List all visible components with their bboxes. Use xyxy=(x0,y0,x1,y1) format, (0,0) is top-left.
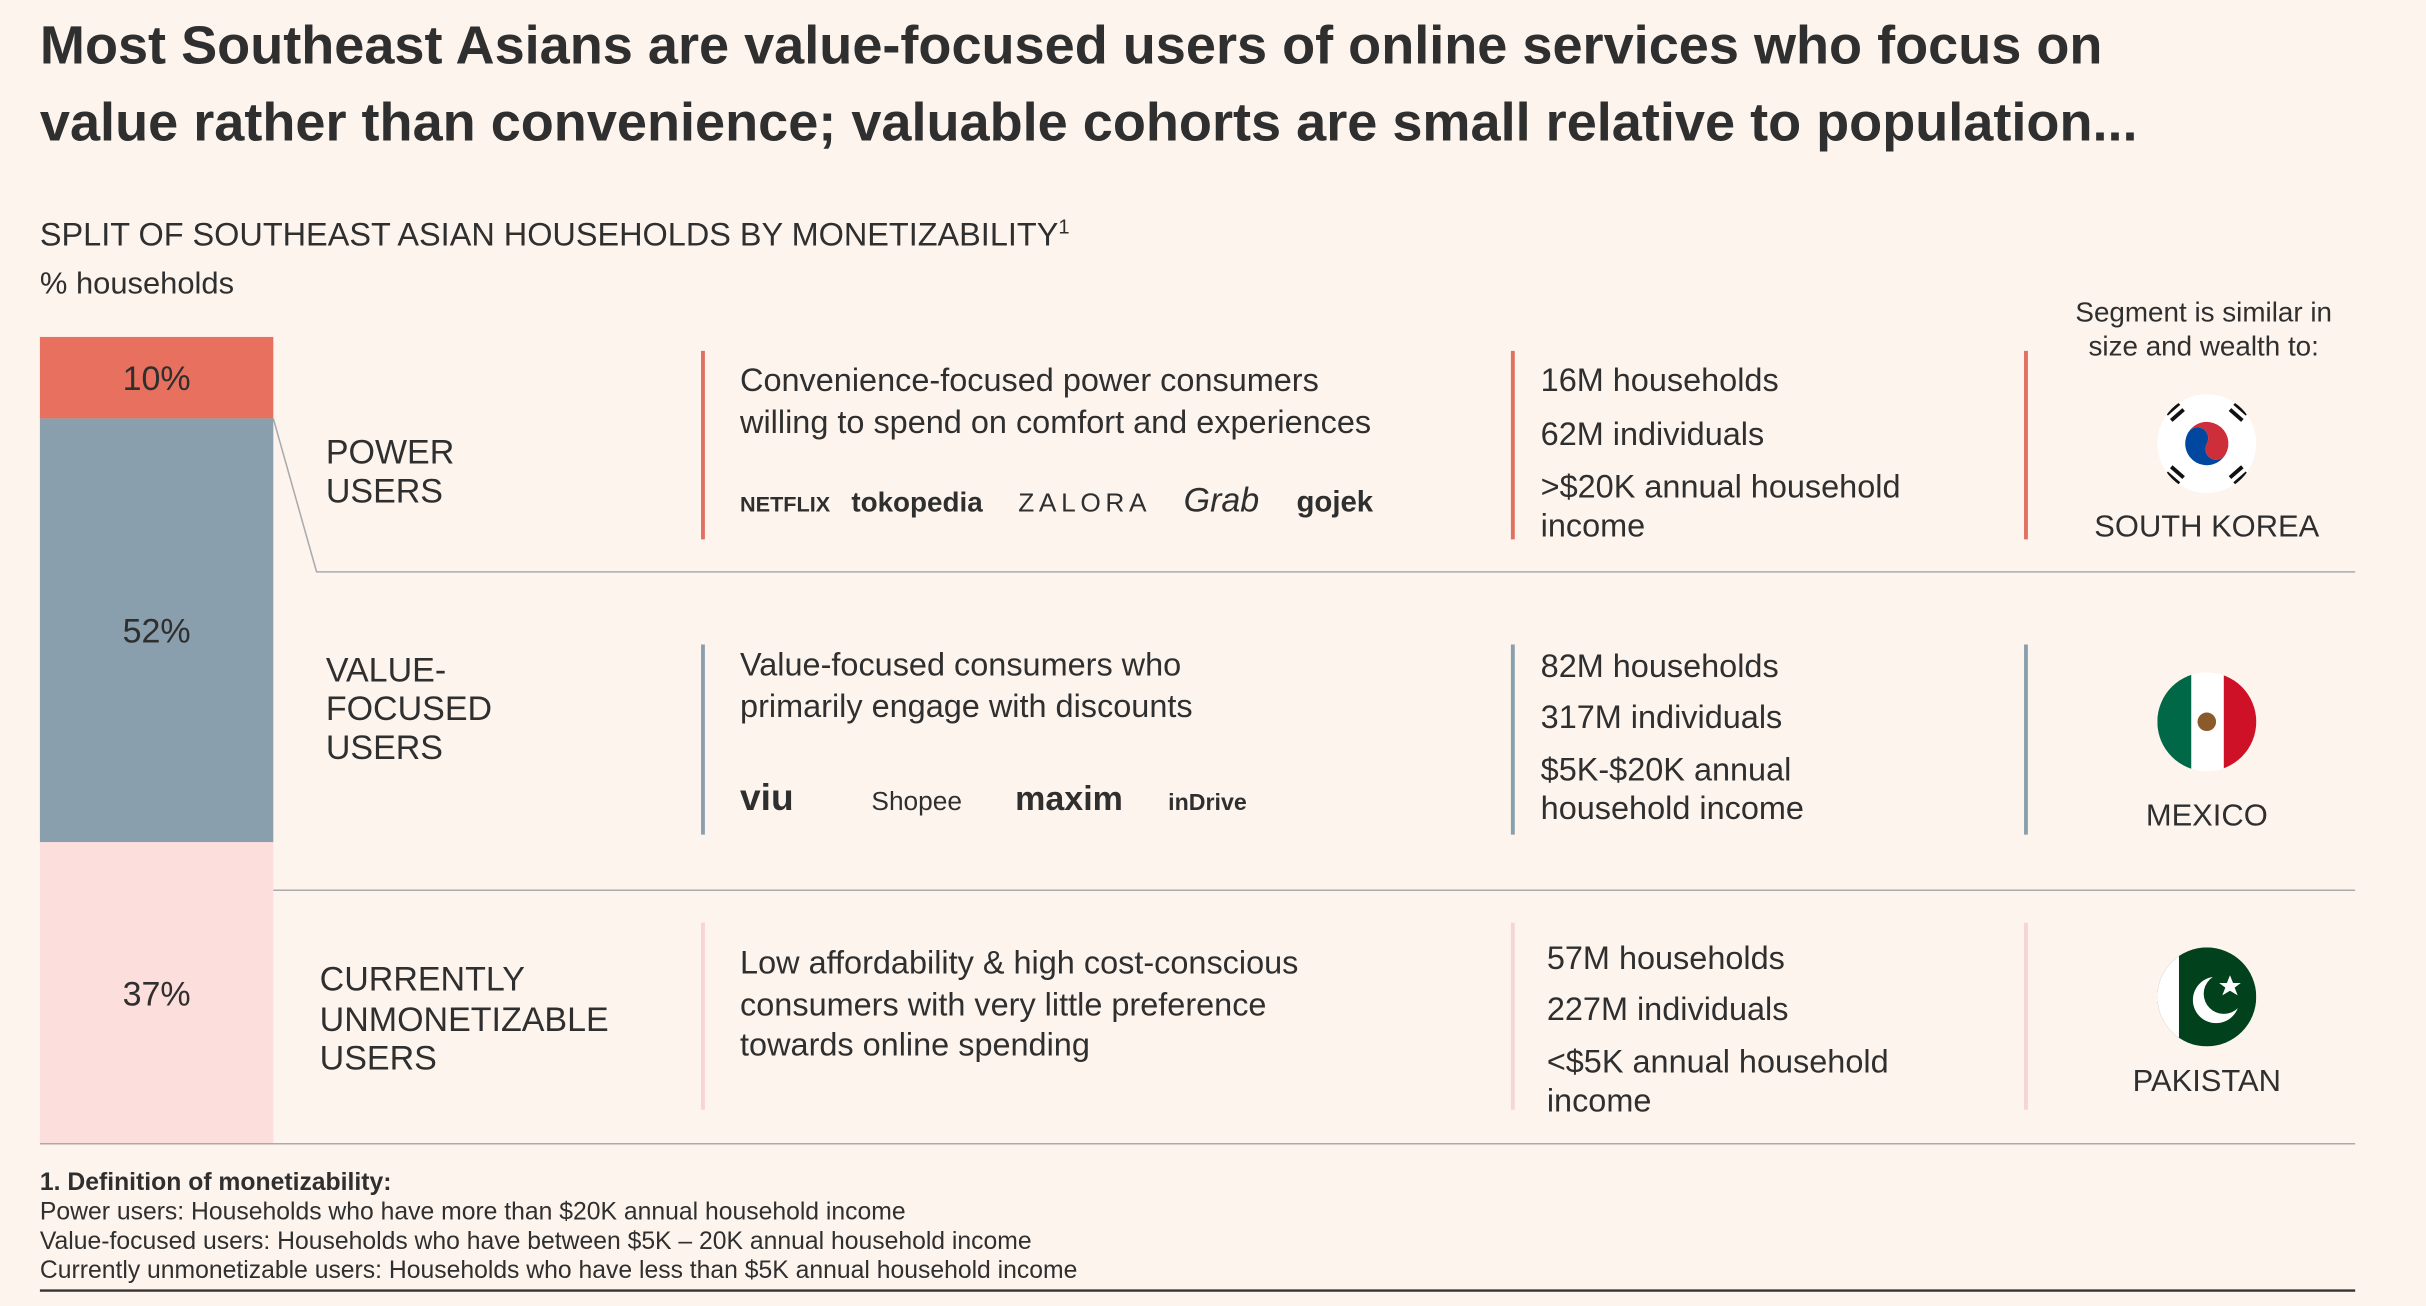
description: primarily engage with discounts xyxy=(740,688,1193,724)
footnote-line: Value-focused users: Households who have… xyxy=(40,1228,1032,1255)
country: MEXICO xyxy=(2146,797,2268,832)
share-label: 52% xyxy=(123,613,191,651)
segment-name: POWER xyxy=(326,434,454,472)
stat: income xyxy=(1541,507,1646,543)
logo: ZALORA xyxy=(1018,488,1151,518)
flag-south-korea xyxy=(2157,394,2257,494)
stat: 317M individuals xyxy=(1541,699,1783,735)
logo: inDrive xyxy=(1168,789,1247,815)
comparison-heading: Segment is similar in xyxy=(2075,296,2332,327)
description: Convenience-focused power consumers xyxy=(740,362,1319,398)
segment-name: CURRENTLY xyxy=(320,961,525,999)
title: value rather than convenience; valuable … xyxy=(40,93,2138,153)
bar-segment xyxy=(39,336,274,419)
description: willing to spend on comfort and experien… xyxy=(739,404,1371,440)
share-label: 37% xyxy=(123,975,191,1013)
title: Most Southeast Asians are value-focused … xyxy=(40,15,2103,75)
subtitle-text: SPLIT OF SOUTHEAST ASIAN HOUSEHOLDS BY M… xyxy=(40,217,1058,253)
share-label: 10% xyxy=(123,360,191,398)
segment-name: USERS xyxy=(326,472,443,510)
stat: 57M households xyxy=(1547,940,1785,976)
unit: % households xyxy=(40,266,234,301)
stat: 62M individuals xyxy=(1541,416,1765,452)
footnote-marker: 1 xyxy=(1058,216,1069,238)
footnote-line: Power users: Households who have more th… xyxy=(40,1198,906,1225)
segment-name: USERS xyxy=(320,1040,437,1078)
flag-pakistan xyxy=(2157,947,2257,1047)
connector xyxy=(272,418,2356,573)
stat: $5K-$20K annual xyxy=(1541,752,1792,788)
stat: >$20K annual household xyxy=(1541,469,1901,505)
description: Value-focused consumers who xyxy=(740,646,1181,682)
logo: viu xyxy=(740,776,794,818)
logo: Grab xyxy=(1184,482,1260,520)
description: towards online spending xyxy=(740,1027,1090,1063)
segment-name: FOCUSED xyxy=(326,690,492,728)
logo: gojek xyxy=(1296,486,1373,519)
stat: household income xyxy=(1541,790,1804,826)
country: PAKISTAN xyxy=(2133,1063,2281,1098)
logo: tokopedia xyxy=(851,487,983,518)
logo: Shopee xyxy=(871,786,962,816)
segment-name: VALUE- xyxy=(326,652,446,690)
description: Low affordability & high cost-conscious xyxy=(740,945,1298,981)
stat: <$5K annual household xyxy=(1547,1044,1889,1080)
segment-name: UNMONETIZABLE xyxy=(320,1001,609,1039)
logo: maxim xyxy=(1015,780,1123,818)
description: consumers with very little preference xyxy=(740,986,1266,1022)
logo: NETFLIX xyxy=(740,492,831,517)
stat: 227M individuals xyxy=(1547,991,1789,1027)
bar-segment xyxy=(39,418,274,843)
bar-segment xyxy=(39,842,274,1144)
footnote-heading: 1. Definition of monetizability: xyxy=(40,1169,392,1196)
segment-name: USERS xyxy=(326,729,443,767)
subtitle: SPLIT OF SOUTHEAST ASIAN HOUSEHOLDS BY M… xyxy=(40,216,1070,252)
stat: 16M households xyxy=(1541,362,1779,398)
comparison-heading: size and wealth to: xyxy=(2089,330,2319,361)
stat: 82M households xyxy=(1541,648,1779,684)
stat: income xyxy=(1547,1082,1652,1118)
country: SOUTH KOREA xyxy=(2094,508,2319,543)
footnote-line: Currently unmonetizable users: Household… xyxy=(40,1257,1077,1284)
